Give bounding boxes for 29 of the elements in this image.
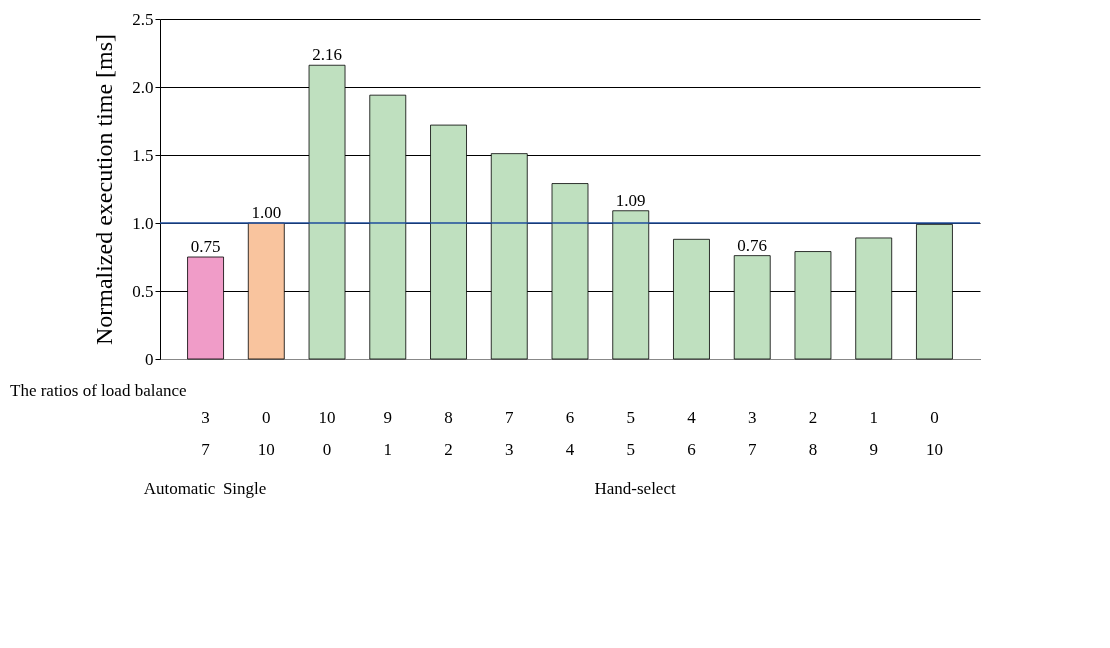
y-tick-label: 1.0	[132, 213, 154, 233]
x-tick-label: 5 5	[626, 407, 635, 459]
x-tick-label: 9 1	[383, 407, 393, 459]
y-axis-title: Normalized execution time [ms]	[91, 33, 118, 346]
x-tick-label: 8 2	[444, 407, 453, 459]
text: Single	[222, 479, 267, 498]
x-tick-label: 1 9	[869, 407, 878, 459]
x-tick-label: 10 0	[318, 407, 336, 459]
text: The ratios of load balance	[10, 381, 187, 400]
x-tick-label: 0 10	[257, 407, 275, 459]
x-tick-label: 3 7	[201, 407, 211, 459]
y-tick-label: 2.0	[132, 77, 154, 97]
text: Automatic	[143, 479, 216, 498]
data-label: 2.16	[312, 45, 342, 65]
y-tick-label: 1.5	[132, 145, 154, 165]
x-tick-label: 4 6	[687, 407, 697, 459]
y-tick-label: 0	[145, 349, 154, 369]
data-label: 0.76	[737, 235, 768, 255]
data-label: 1.00	[251, 203, 282, 222]
y-tick-label: 0.5	[132, 281, 154, 301]
text: Hand-select	[594, 479, 676, 498]
x-tick-label: 7 3	[505, 407, 515, 459]
x-tick-label: 3 7	[747, 407, 757, 459]
x-tick-label: 6 4	[565, 407, 575, 459]
y-tick-label: 2.5	[132, 9, 154, 29]
x-tick-label: 0 10	[925, 407, 943, 459]
data-label: 1.09	[615, 190, 646, 210]
x-tick-label: 2 8	[808, 407, 818, 459]
data-label: 0.75	[190, 237, 221, 256]
